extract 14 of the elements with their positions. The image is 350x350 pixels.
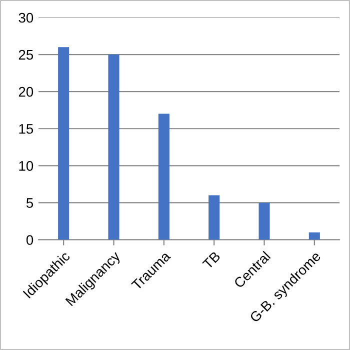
x-tick-label: TB <box>202 251 221 270</box>
y-tick-label: 0 <box>26 235 34 245</box>
y-tick-label: 30 <box>18 12 34 23</box>
bar <box>158 114 170 240</box>
y-tick-label: 15 <box>19 124 34 134</box>
bar <box>108 54 120 240</box>
bar <box>58 47 70 240</box>
bar <box>258 202 270 240</box>
y-tick-label: 25 <box>18 50 34 60</box>
y-tick-label: 10 <box>19 161 34 171</box>
y-tick-label: 20 <box>18 86 34 97</box>
bar <box>208 195 220 240</box>
bar <box>308 232 320 240</box>
y-tick-label: 5 <box>26 198 34 208</box>
